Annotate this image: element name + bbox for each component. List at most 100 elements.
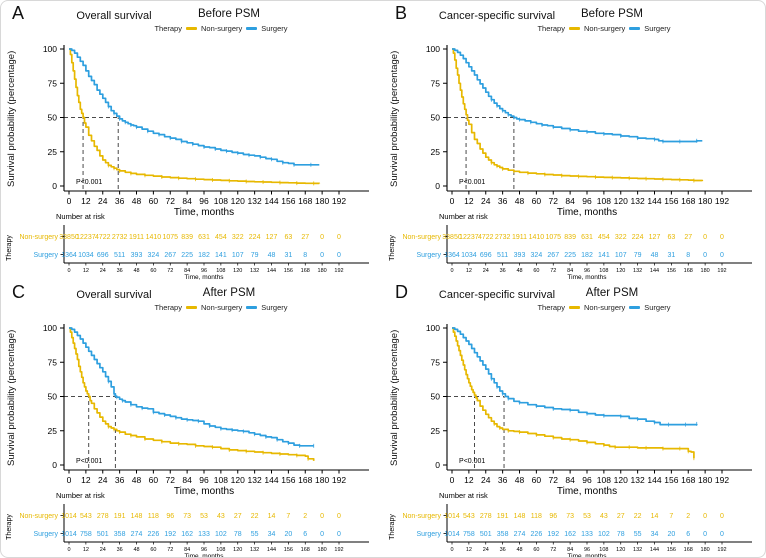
x-tick-label: 12 [464,196,474,206]
risk-count: 1410 [146,234,162,241]
risk-count: 53 [583,513,591,520]
x-tick-label: 132 [248,196,262,206]
risk-count: 454 [598,234,610,241]
risk-count: 0 [320,252,324,259]
risk-count: 0 [320,513,324,520]
x-tick-label: 12 [81,475,91,485]
panel-letter: C [12,282,25,302]
panel-title: Cancer-specific survival [438,289,556,301]
x-tick-label: 96 [582,475,592,485]
risk-count: 322 [615,234,627,241]
risk-group-axis-label: Therapy [389,235,396,261]
risk-count: 148 [131,513,143,520]
panel-b: B Cancer-specific survival Before PSM Th… [384,1,765,281]
x-tick-label: 144 [647,196,661,206]
risk-count: 0 [703,252,707,259]
y-tick-label: 25 [431,147,441,157]
risk-count: 0 [703,531,707,538]
risk-count: 20 [284,531,292,538]
x-tick-label: 96 [199,475,209,485]
x-tick-label: 192 [332,196,346,206]
risk-row-label: Non-surgery [402,513,441,520]
risk-count: 1075 [162,234,178,241]
risk-x-tick-label: 36 [500,547,506,553]
risk-x-tick-label: 60 [533,547,539,553]
legend-label-non-surgery: Non-surgery [200,24,243,33]
x-tick-label: 36 [498,196,508,206]
risk-count: 27 [301,234,309,241]
risk-x-tick-label: 144 [650,268,659,274]
risk-x-tick-label: 36 [117,547,123,553]
risk-x-tick-label: 96 [201,268,207,274]
risk-count: 1034 [461,252,477,259]
x-tick-label: 192 [332,475,346,485]
x-tick-label: 24 [98,196,108,206]
risk-count: 2732 [112,234,128,241]
legend-title: Therapy [154,24,182,33]
x-tick-label: 24 [481,475,491,485]
risk-count: 27 [684,234,692,241]
surgery-line-swatch [629,27,641,30]
risk-count: 0 [720,513,724,520]
risk-x-tick-label: 96 [584,268,590,274]
risk-x-tick-label: 108 [216,547,225,553]
risk-count: 73 [183,513,191,520]
risk-x-tick-label: 120 [616,268,625,274]
risk-group-axis-label: Therapy [6,235,13,261]
risk-x-tick-label: 168 [301,268,310,274]
risk-count: 0 [320,234,324,241]
non-surgery-curve [69,48,321,185]
risk-count: 63 [284,234,292,241]
x-tick-label: 144 [264,196,278,206]
risk-count: 225 [181,252,193,259]
x-axis-title: Time, months [174,207,234,218]
y-tick-label: 100 [426,44,440,54]
x-tick-label: 192 [715,475,729,485]
y-tick-label: 25 [48,147,58,157]
risk-count: 226 [148,531,160,538]
risk-count: 1014 [61,513,77,520]
risk-count: 22 [634,513,642,520]
risk-count: 20 [667,531,675,538]
risk-x-tick-label: 60 [533,268,539,274]
x-tick-label: 84 [565,196,575,206]
risk-count: 322 [232,234,244,241]
risk-count: 267 [164,252,176,259]
y-tick-label: 25 [48,426,58,436]
risk-count: 102 [215,531,227,538]
risk-x-tick-label: 48 [516,268,522,274]
risk-count: 358 [497,531,509,538]
risk-count: 8 [686,252,690,259]
risk-count: 2 [686,513,690,520]
y-tick-label: 75 [431,357,441,367]
risk-count: 127 [649,234,661,241]
legend-label-non-surgery: Non-surgery [583,24,626,33]
risk-count: 34 [651,531,659,538]
risk-x-tick-label: 72 [167,547,173,553]
risk-count: 0 [337,252,341,259]
risk-count: 324 [148,252,160,259]
y-tick-label: 50 [48,113,58,123]
risk-x-tick-label: 84 [567,547,573,553]
risk-count: 696 [97,252,109,259]
x-tick-label: 60 [149,475,159,485]
legend-label-surgery: Surgery [644,24,671,33]
risk-x-axis-title: Time, months [567,274,607,281]
risk-count: 182 [198,252,210,259]
risk-count: 33850 [442,234,462,241]
risk-count: 31 [667,252,675,259]
risk-count: 267 [547,252,559,259]
risk-row-label: Surgery [416,531,441,538]
x-tick-label: 0 [450,475,455,485]
risk-row-label: Non-surgery [19,513,58,520]
risk-count: 225 [564,252,576,259]
risk-count: 393 [514,252,526,259]
risk-count: 7 [669,513,673,520]
x-tick-label: 156 [281,196,295,206]
risk-x-tick-label: 108 [599,268,608,274]
risk-count: 0 [720,234,724,241]
non-surgery-line-swatch [568,306,580,309]
x-tick-label: 48 [515,475,525,485]
y-tick-label: 0 [435,181,440,191]
